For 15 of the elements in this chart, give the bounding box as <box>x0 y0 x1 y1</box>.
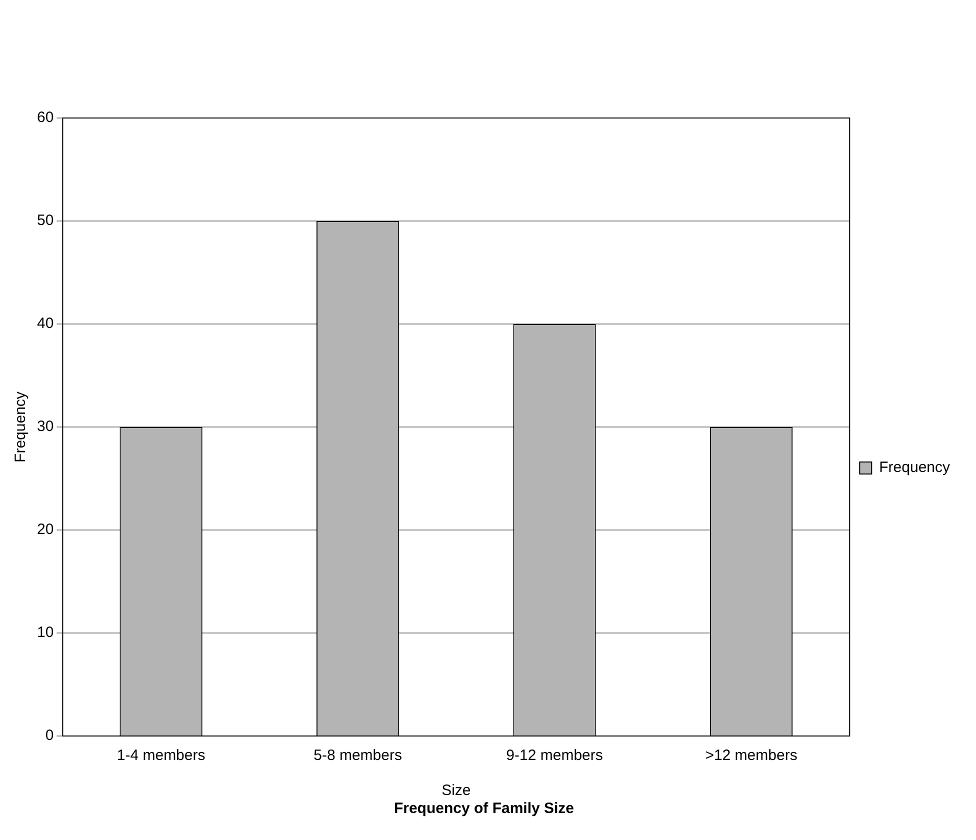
x-tick-label: 5-8 members <box>314 747 402 764</box>
y-tick-label: 50 <box>36 212 54 230</box>
y-axis-title: Frequency <box>12 391 30 462</box>
x-tick-label: 1-4 members <box>116 747 206 764</box>
x-tick-label: >12 members <box>705 747 798 764</box>
y-tick-label: 10 <box>36 624 54 642</box>
y-tick-label: 60 <box>36 109 54 126</box>
text: Frequency of Family Size <box>394 800 574 818</box>
y-tick-label: 30 <box>36 418 54 436</box>
legend-label: Frequency <box>879 459 950 476</box>
x-axis-title: Size <box>442 782 471 800</box>
y-tick-label: 0 <box>45 727 54 744</box>
x-tick-label: 9-12 members <box>506 747 603 764</box>
y-tick-label: 40 <box>36 315 54 332</box>
y-tick-label: 20 <box>36 521 54 538</box>
